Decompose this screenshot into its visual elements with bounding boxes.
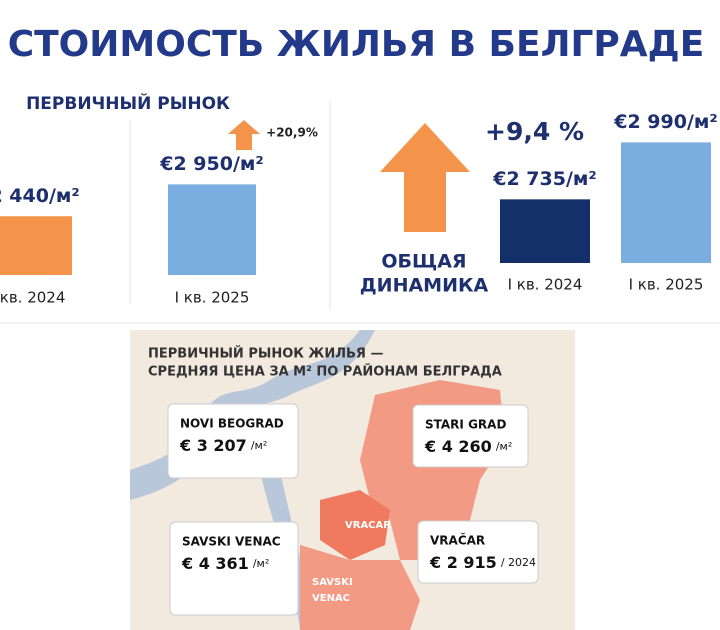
district-price: € 4 361/м² xyxy=(181,554,269,573)
category-label: I кв. 2024 xyxy=(508,276,583,294)
change-label: +20,9% xyxy=(266,126,318,140)
annotation: ОБЩАЯ xyxy=(381,251,466,273)
price: € 3 207 xyxy=(179,436,247,455)
district-name: SAVSKI VENAC xyxy=(182,535,281,549)
value-label: €2 990/м² xyxy=(613,111,718,133)
arrow-icon xyxy=(228,120,260,150)
map-heading: СРЕДНЯЯ ЦЕНА ЗА М² ПО РАЙОНАМ БЕЛГРАДА xyxy=(148,364,502,380)
district-name: VRAČAR xyxy=(430,533,485,548)
unit: /м² xyxy=(253,557,269,570)
unit: /м² xyxy=(496,440,512,453)
bar xyxy=(621,142,711,263)
bar xyxy=(168,184,256,275)
district-name: STARI GRAD xyxy=(425,418,506,432)
bar xyxy=(0,216,72,275)
bar xyxy=(500,199,590,263)
page-title: СТОИМОСТЬ ЖИЛЬЯ В БЕЛГРАДЕ xyxy=(8,24,705,65)
map-texts: ПЕРВИЧНЫЙ РЫНОК ЖИЛЬЯ — СРЕДНЯЯ ЦЕНА ЗА М… xyxy=(148,346,539,616)
district-area xyxy=(300,545,420,630)
map-label: SAVSKI xyxy=(312,577,353,588)
annotation: ДИНАМИКА xyxy=(360,275,489,297)
unit: / 2024 xyxy=(501,556,536,569)
district-card xyxy=(169,521,299,616)
district-card xyxy=(167,403,299,479)
chart-title: ПЕРВИЧНЫЙ РЫНОК xyxy=(26,92,230,114)
map-label: VRACAR xyxy=(345,520,391,531)
district-price: € 2 915 / 2024 xyxy=(429,553,536,572)
price: € 4 260 xyxy=(424,437,492,456)
district-card xyxy=(417,520,539,584)
map-label: VENAC xyxy=(312,593,350,604)
district-price: € 4 260/м² xyxy=(424,437,512,456)
arrow-icon xyxy=(380,123,470,232)
category-label: I кв. 2025 xyxy=(629,276,704,294)
unit: /м² xyxy=(251,439,267,452)
district-name: NOVI BEOGRAD xyxy=(180,417,284,431)
value-label: €2 735/м² xyxy=(492,168,597,190)
value-label: €2 440/м² xyxy=(0,185,80,207)
change-label: +9,4 % xyxy=(485,117,584,146)
district-card xyxy=(412,404,529,468)
district-price: € 3 207/м² xyxy=(179,436,267,455)
category-label: I кв. 2024 xyxy=(0,289,65,307)
district-area xyxy=(320,490,390,560)
map-heading: ПЕРВИЧНЫЙ РЫНОК ЖИЛЬЯ — xyxy=(148,346,383,362)
price: € 2 915 xyxy=(429,553,497,572)
value-label: €2 950/м² xyxy=(159,153,264,175)
category-label: I кв. 2025 xyxy=(175,289,250,307)
price: € 4 361 xyxy=(181,554,249,573)
